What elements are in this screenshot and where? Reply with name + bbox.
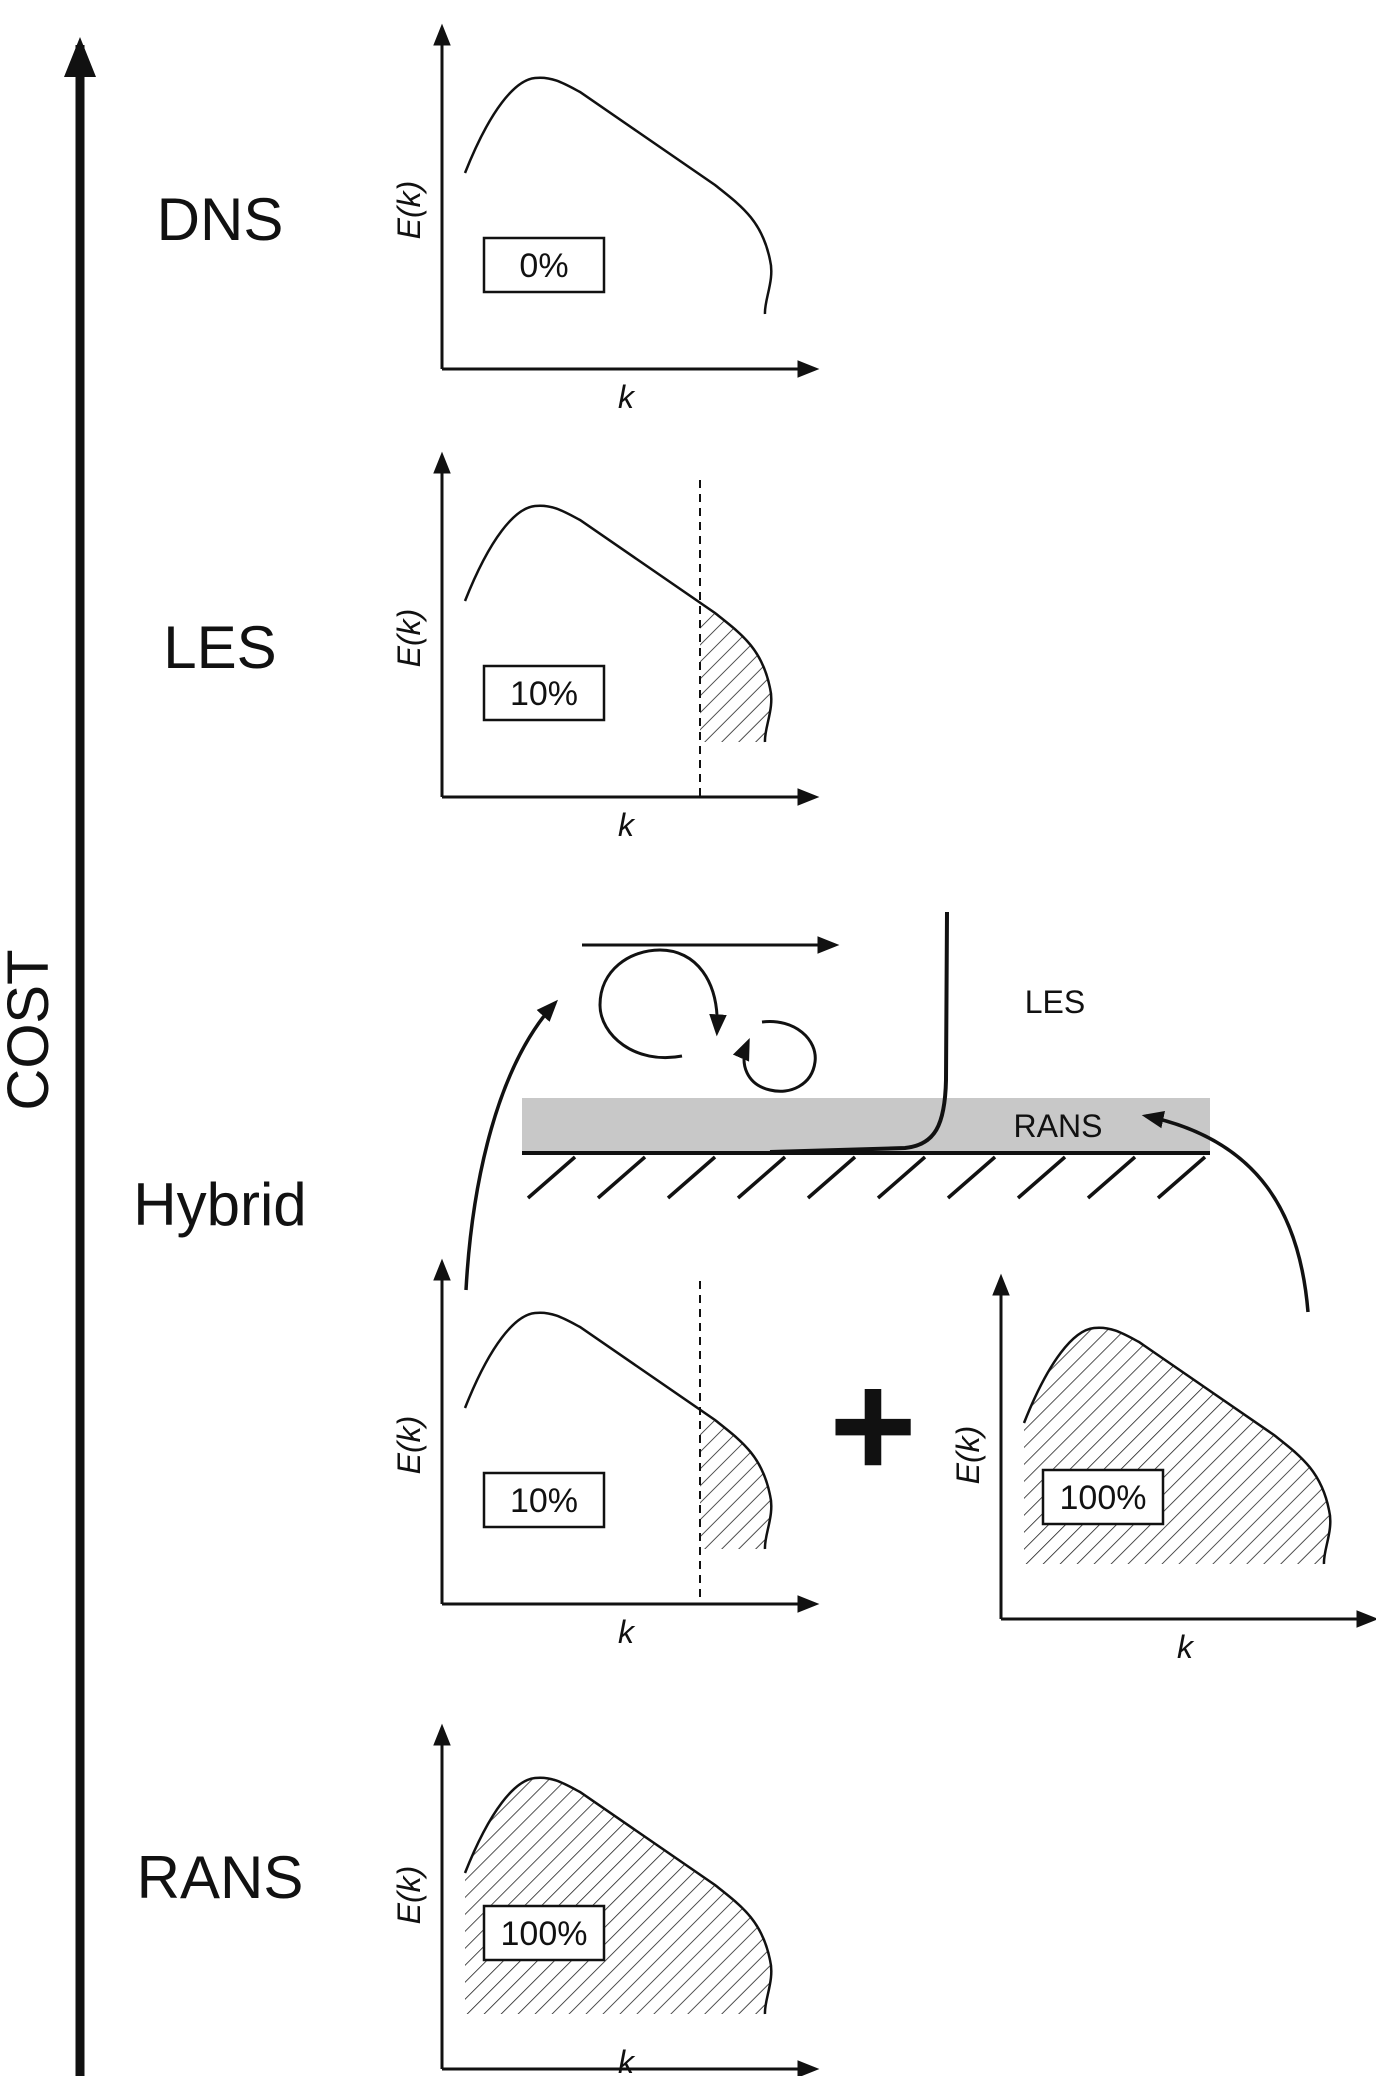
modeled-hatched-region — [1024, 1327, 1331, 1564]
rans-zone-label: RANS — [1014, 1108, 1103, 1144]
les-spectrum-plot: 10% E(k) k — [391, 451, 820, 843]
y-axis-label: E(k) — [950, 1426, 986, 1485]
les-connector-arrow — [464, 999, 558, 1291]
y-axis-label: E(k) — [391, 181, 427, 240]
cost-axis: COST — [0, 37, 96, 2076]
x-axis-label: k — [618, 379, 636, 415]
modeled-percent-label: 100% — [1060, 1479, 1147, 1517]
method-label-hybrid: Hybrid — [133, 1171, 306, 1238]
large-eddy-icon — [598, 948, 727, 1059]
wall-hatching — [526, 1155, 1207, 1200]
method-label-les: LES — [163, 614, 276, 681]
percent-box — [482, 664, 606, 722]
rans-spectrum-plot: 100% E(k) k — [391, 1723, 820, 2076]
percent-box — [482, 1904, 606, 1962]
modeled-percent-label: 0% — [519, 247, 568, 285]
rans-near-wall-band — [522, 1098, 1210, 1153]
energy-spectrum-curve — [463, 1311, 773, 1550]
modeled-hatched-region — [465, 1777, 772, 2014]
les-zone-label: LES — [1025, 984, 1085, 1020]
x-axis-label: k — [1177, 1629, 1195, 1665]
energy-spectrum-curve — [1022, 1326, 1332, 1565]
hybrid-rans-spectrum-plot: 100% E(k) k — [950, 1273, 1376, 1665]
plus-operator: + — [829, 1341, 917, 1509]
hybrid-les-spectrum-plot: 10% E(k) k — [391, 1258, 820, 1650]
energy-spectrum-curve — [463, 76, 773, 315]
energy-spectrum-curve — [463, 1776, 773, 2015]
x-axis-label: k — [618, 1614, 636, 1650]
x-axis-label: k — [618, 807, 636, 843]
dns-spectrum-plot: 0% E(k) k — [391, 23, 820, 415]
small-eddy-icon — [732, 1020, 817, 1093]
hybrid-wall-schematic: LES RANS — [464, 911, 1310, 1313]
modeled-percent-label: 10% — [510, 675, 578, 713]
modeled-percent-label: 100% — [501, 1915, 588, 1953]
x-axis-label: k — [618, 2044, 636, 2076]
y-axis-label: E(k) — [391, 1866, 427, 1925]
method-label-rans: RANS — [137, 1844, 304, 1911]
percent-box — [482, 1471, 606, 1529]
energy-spectrum-curve — [463, 504, 773, 743]
percent-box — [482, 236, 606, 294]
percent-box — [1041, 1468, 1165, 1526]
modeled-percent-label: 10% — [510, 1482, 578, 1520]
y-axis-label: E(k) — [391, 609, 427, 668]
method-label-dns: DNS — [157, 186, 284, 253]
y-axis-label: E(k) — [391, 1416, 427, 1475]
subgrid-hatched-region — [700, 613, 772, 742]
cost-axis-label: COST — [0, 949, 61, 1110]
rans-connector-arrow — [1141, 1111, 1310, 1313]
velocity-profile-curve — [769, 911, 949, 1154]
subgrid-hatched-region — [700, 1420, 772, 1549]
